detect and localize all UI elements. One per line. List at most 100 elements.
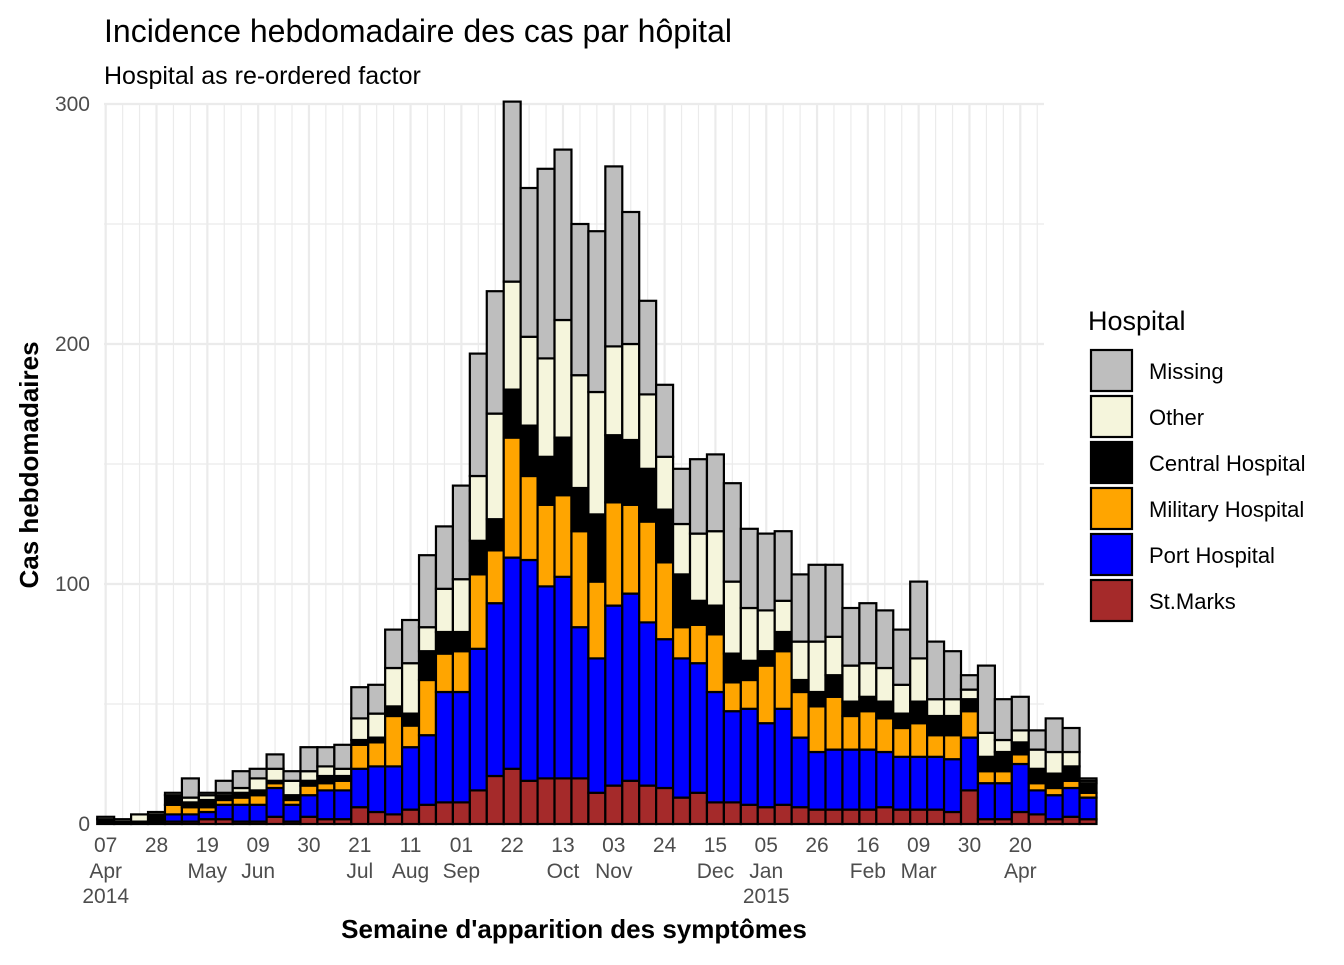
bar-port-hospital-week-13 — [316, 789, 336, 821]
bar-other-week-3 — [146, 810, 167, 816]
bar-st-marks-week-49 — [926, 808, 946, 826]
legend-label-missing: Missing — [1149, 359, 1224, 384]
bar-military-hospital-week-9 — [248, 794, 268, 806]
legend-key-port-hospital — [1089, 532, 1134, 577]
bar-central-hospital-week-40 — [773, 630, 793, 653]
bar-military-hospital-week-47 — [892, 726, 912, 758]
bar-st-marks-week-21 — [451, 801, 471, 826]
x-tick-month: Mar — [901, 860, 937, 883]
bar-central-hospital-week-25 — [519, 424, 539, 478]
bar-other-week-11 — [282, 779, 302, 797]
bar-military-hospital-week-27 — [553, 494, 573, 578]
bar-central-hospital-week-46 — [875, 700, 895, 720]
x-axis-label: Semaine d'apparition des symptômes — [341, 914, 807, 944]
bar-port-hospital-week-14 — [333, 789, 353, 821]
x-tick-day: 03 — [602, 834, 625, 857]
y-axis-label: Cas hebdomadaires — [14, 341, 44, 588]
x-tick-day: 01 — [450, 834, 473, 857]
bar-central-hospital-week-30 — [604, 434, 624, 504]
bar-st-marks-week-40 — [773, 803, 793, 826]
bar-missing-week-25 — [519, 186, 539, 338]
bar-central-hospital-week-35 — [688, 599, 709, 626]
bar-central-hospital-week-53 — [993, 750, 1013, 773]
bar-central-hospital-week-45 — [858, 695, 878, 713]
bar-port-hospital-week-21 — [451, 690, 471, 804]
bar-other-week-53 — [993, 738, 1013, 754]
bar-military-hospital-week-36 — [705, 633, 725, 694]
bar-other-week-42 — [807, 640, 827, 694]
bar-st-marks-week-28 — [570, 777, 590, 826]
bar-missing-week-33 — [655, 383, 675, 458]
bar-other-week-21 — [451, 578, 471, 634]
bar-military-hospital-week-19 — [417, 678, 438, 737]
bar-other-week-44 — [841, 664, 861, 703]
bar-port-hospital-week-51 — [959, 736, 980, 792]
bar-central-hospital-week-23 — [485, 518, 505, 552]
bar-port-hospital-week-30 — [604, 604, 624, 787]
bar-military-hospital-week-44 — [841, 714, 861, 751]
bar-other-week-54 — [1010, 729, 1030, 744]
bar-central-hospital-week-36 — [705, 604, 725, 636]
bar-central-hospital-week-21 — [451, 630, 471, 653]
x-tick-month: Nov — [595, 860, 633, 883]
bar-port-hospital-week-34 — [671, 657, 692, 799]
bar-st-marks-week-44 — [841, 808, 861, 826]
bar-missing-week-40 — [773, 530, 793, 602]
bar-other-week-43 — [824, 635, 844, 677]
x-tick-month: Oct — [547, 860, 580, 883]
bar-port-hospital-week-36 — [705, 690, 725, 804]
bar-st-marks-week-26 — [536, 777, 556, 826]
bar-other-week-27 — [553, 318, 573, 439]
bar-port-hospital-week-29 — [587, 657, 607, 794]
bar-missing-week-50 — [942, 650, 963, 701]
bar-st-marks-week-37 — [722, 801, 742, 826]
x-tick-month: Aug — [392, 860, 429, 883]
bar-other-week-0 — [96, 815, 116, 821]
bar-st-marks-week-27 — [553, 777, 573, 826]
x-tick-day: 09 — [907, 834, 930, 857]
x-tick-day: 26 — [805, 834, 828, 857]
bar-port-hospital-week-37 — [722, 710, 742, 804]
bar-st-marks-week-38 — [739, 803, 759, 826]
bar-port-hospital-week-19 — [417, 734, 438, 806]
bar-central-hospital-week-55 — [1027, 767, 1047, 785]
x-tick-month: May — [187, 860, 227, 883]
bar-missing-week-34 — [671, 467, 692, 526]
bar-port-hospital-week-23 — [485, 602, 505, 778]
bar-port-hospital-week-48 — [909, 755, 929, 811]
bar-military-hospital-week-28 — [570, 530, 590, 629]
legend-key-missing — [1089, 348, 1134, 393]
bar-central-hospital-week-33 — [655, 508, 675, 564]
bar-st-marks-week-17 — [384, 813, 404, 826]
bar-st-marks-week-31 — [621, 779, 641, 826]
bar-missing-week-48 — [909, 580, 929, 660]
y-tick-label: 100 — [55, 573, 90, 596]
bar-other-week-20 — [434, 587, 455, 634]
bar-military-hospital-week-22 — [468, 573, 488, 650]
bar-central-hospital-week-51 — [959, 698, 980, 713]
bar-military-hospital-week-12 — [299, 784, 319, 797]
bar-military-hospital-week-50 — [942, 734, 963, 761]
bar-missing-week-32 — [638, 299, 658, 396]
bar-port-hospital-week-53 — [993, 782, 1013, 821]
chart-title: Incidence hebdomadaire des cas par hôpit… — [104, 13, 732, 49]
bar-port-hospital-week-47 — [892, 755, 912, 811]
bar-missing-week-19 — [417, 554, 438, 629]
bar-central-hospital-week-26 — [536, 455, 556, 506]
bar-other-week-56 — [1044, 750, 1064, 775]
bar-other-week-28 — [570, 374, 590, 490]
x-tick-month: Jul — [346, 860, 373, 883]
bar-st-marks-week-39 — [756, 806, 776, 826]
bar-missing-week-36 — [705, 453, 725, 533]
x-tick-day: 28 — [145, 834, 168, 857]
bar-port-hospital-week-7 — [214, 803, 234, 821]
bar-st-marks-week-20 — [434, 801, 455, 826]
bar-port-hospital-week-22 — [468, 647, 488, 792]
x-tick-day: 30 — [958, 834, 981, 857]
bar-other-week-50 — [942, 698, 963, 718]
bar-missing-week-20 — [434, 525, 455, 590]
bar-port-hospital-week-45 — [858, 748, 878, 811]
x-tick-day: 13 — [551, 834, 574, 857]
bar-st-marks-week-30 — [604, 784, 624, 826]
